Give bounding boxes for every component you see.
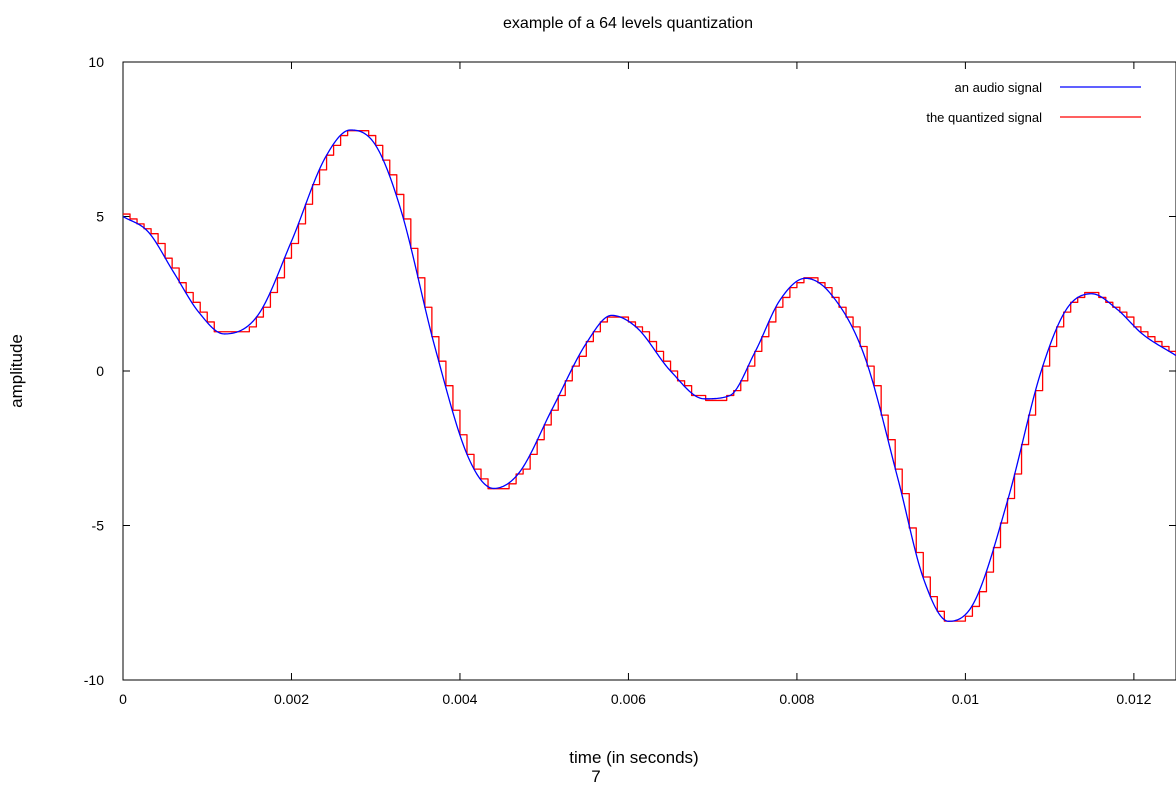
legend-label-audio: an audio signal — [955, 80, 1043, 95]
x-tick-label: 0.012 — [1116, 691, 1151, 707]
y-tick-label: -5 — [92, 518, 105, 534]
legend-label-quantized: the quantized signal — [926, 110, 1042, 125]
y-tick-label: 5 — [96, 209, 104, 225]
x-tick-label: 0.01 — [952, 691, 979, 707]
series-layer — [123, 129, 1176, 622]
y-axis-label: amplitude — [7, 334, 26, 408]
y-tick-label: -10 — [84, 672, 104, 688]
legend: an audio signal the quantized signal — [926, 80, 1141, 125]
y-axis-ticks: -10 -5 0 5 10 — [84, 54, 1176, 688]
series-line-audio — [123, 129, 1176, 622]
y-tick-label: 10 — [88, 54, 104, 70]
x-axis-ticks: 0 0.002 0.004 0.006 0.008 0.01 0.012 — [119, 62, 1152, 707]
x-tick-label: 0.006 — [611, 691, 646, 707]
chart-title: example of a 64 levels quantization — [503, 15, 753, 32]
x-tick-label: 0.002 — [274, 691, 309, 707]
x-axis-label: time (in seconds) — [569, 748, 698, 767]
page-number: 7 — [591, 767, 600, 785]
x-tick-label: 0.008 — [779, 691, 814, 707]
x-tick-label: 0 — [119, 691, 127, 707]
x-tick-label: 0.004 — [442, 691, 477, 707]
y-tick-label: 0 — [96, 363, 104, 379]
